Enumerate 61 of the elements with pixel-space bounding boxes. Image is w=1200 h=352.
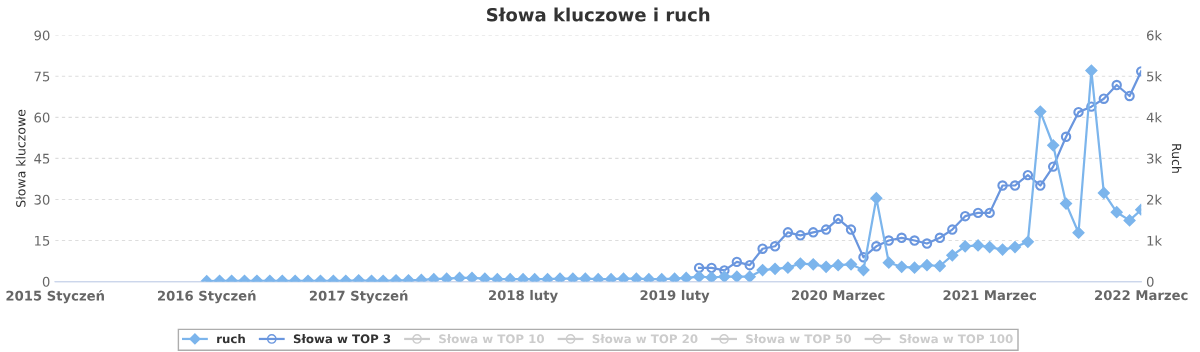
y-tick-label: 30 <box>34 194 50 205</box>
legend-label: Słowa w TOP 3 <box>293 334 391 344</box>
y2-tick-label: 0 <box>1146 276 1154 287</box>
legend-label: ruch <box>217 334 245 344</box>
point <box>883 235 894 246</box>
point <box>984 207 995 219</box>
point <box>706 262 717 274</box>
x-tick-label: 2018 luty <box>489 289 558 303</box>
y-tick-label: 45 <box>34 153 50 164</box>
y2-tick-label: 4k <box>1146 112 1163 123</box>
point <box>820 224 832 235</box>
point <box>744 259 755 271</box>
point <box>832 213 844 225</box>
x-tick-label: 2015 Styczeń <box>6 289 104 304</box>
point <box>808 227 819 238</box>
y-tick-label: 90 <box>34 30 50 41</box>
y2-tick-label: 6k <box>1146 30 1163 41</box>
point <box>782 227 794 238</box>
point <box>731 256 743 268</box>
chart-title: Słowa kluczowe i ruch <box>487 7 710 22</box>
y2-tick-label: 3k <box>1147 153 1163 164</box>
point <box>757 243 768 254</box>
point <box>959 210 971 222</box>
x-tick-label: 2016 Styczeń <box>157 289 256 304</box>
y2-axis-title: Ruch <box>1171 144 1182 173</box>
point <box>871 241 882 252</box>
y-axis-title: Słowa kluczowe <box>15 109 26 207</box>
point <box>934 232 946 243</box>
point <box>1073 106 1084 118</box>
point <box>997 180 1008 191</box>
point <box>845 224 857 235</box>
point <box>1047 161 1059 172</box>
point <box>947 224 958 235</box>
point <box>909 235 920 246</box>
x-tick-label: 2020 Marzec <box>792 290 885 301</box>
y-tick-label: 15 <box>35 235 50 246</box>
point <box>1111 79 1122 91</box>
point <box>1009 180 1021 191</box>
point <box>1022 169 1034 181</box>
point <box>769 241 781 252</box>
y2-tick-label: 2k <box>1147 194 1163 205</box>
x-tick-label: 2017 Styczeń <box>309 289 408 304</box>
point <box>693 262 705 274</box>
y-tick-label: 0 <box>42 276 50 287</box>
point <box>1098 93 1110 104</box>
x-tick-label: 2021 Marzec <box>943 290 1036 301</box>
y-tick-label: 75 <box>34 71 50 82</box>
point <box>972 207 984 219</box>
point <box>1124 90 1135 102</box>
point <box>795 230 806 241</box>
point <box>896 232 907 243</box>
point <box>858 252 869 263</box>
x-tick-label: 2019 luty <box>640 289 710 303</box>
point <box>1060 131 1072 142</box>
point <box>921 238 933 249</box>
y2-tick-label: 1k <box>1147 235 1163 246</box>
y2-tick-label: 5k <box>1147 71 1163 82</box>
point <box>1035 180 1046 191</box>
x-tick-label: 2022 Marzec <box>1095 290 1188 301</box>
y-tick-label: 60 <box>34 112 50 123</box>
point <box>1086 101 1097 112</box>
